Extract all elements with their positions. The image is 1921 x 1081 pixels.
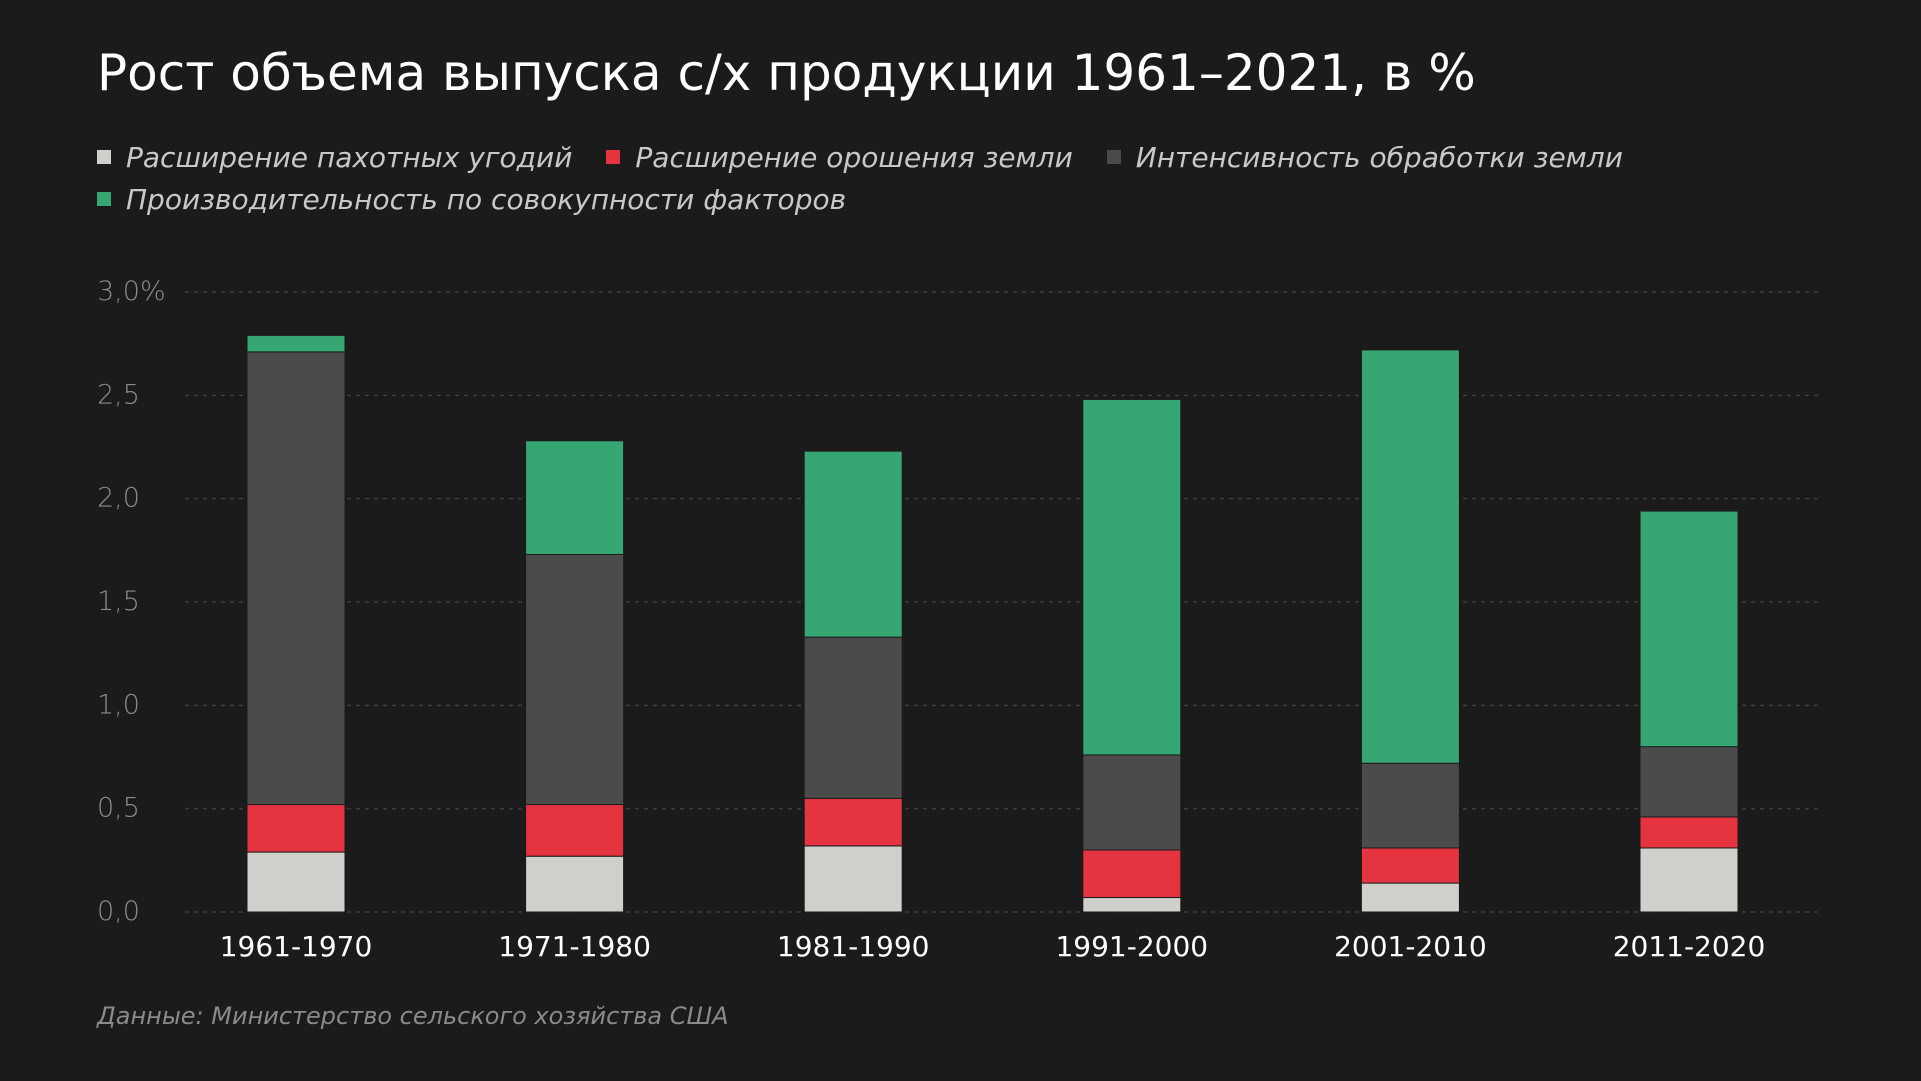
bar-segment bbox=[525, 804, 625, 857]
bar-segment bbox=[525, 553, 625, 806]
bar-segment bbox=[1360, 762, 1460, 849]
bar-segment bbox=[1639, 816, 1739, 849]
legend-swatch-tfp bbox=[97, 192, 111, 206]
y-tick-label: 3,0% bbox=[97, 276, 166, 307]
bar-segment bbox=[1639, 510, 1739, 748]
bar-segment bbox=[1360, 847, 1460, 884]
bar-segment bbox=[525, 440, 625, 555]
y-tick-label: 1,5 bbox=[97, 586, 140, 617]
bar-segment bbox=[803, 797, 903, 847]
bar-segment bbox=[1639, 847, 1739, 913]
bar-segment bbox=[1360, 882, 1460, 913]
legend-swatch-irrigation bbox=[606, 150, 621, 164]
bar-segment bbox=[1639, 746, 1739, 818]
chart-title: Рост объема выпуска с/х продукции 1961–2… bbox=[97, 44, 1476, 102]
x-tick-label: 1971-1980 bbox=[498, 930, 651, 963]
stacked-bar-chart: 0,0 0,5 1,0 1,5 2,0 2,5 3,0% 1961-1970 1971-1980… bbox=[97, 276, 1822, 963]
bar-segment bbox=[803, 450, 903, 638]
bar-segment bbox=[246, 804, 346, 853]
bar-segment bbox=[1082, 897, 1182, 913]
bar-segment bbox=[246, 334, 346, 353]
legend-label-intensity: Интенсивность обработки земли bbox=[1135, 140, 1623, 174]
bar-segment bbox=[1082, 398, 1182, 756]
x-tick-label: 2001-2010 bbox=[1334, 930, 1487, 963]
x-tick-label: 2011-2020 bbox=[1613, 930, 1766, 963]
bar-segment bbox=[525, 855, 625, 913]
x-tick-label: 1991-2000 bbox=[1055, 930, 1208, 963]
legend: Расширение пахотных угодий Расширение ор… bbox=[97, 140, 1837, 216]
y-tick-label: 1,0 bbox=[97, 689, 140, 720]
bar-segment bbox=[246, 851, 346, 913]
y-tick-label: 2,0 bbox=[97, 483, 140, 514]
bar-segment bbox=[803, 845, 903, 913]
bar-segment bbox=[803, 636, 903, 799]
bar-segment bbox=[1082, 849, 1182, 899]
legend-label-land: Расширение пахотных угодий bbox=[126, 140, 573, 174]
legend-label-irrigation: Расширение орошения земли bbox=[635, 140, 1073, 174]
y-tick-label: 0,0 bbox=[97, 896, 140, 927]
legend-label-tfp: Производительность по совокупности факто… bbox=[126, 182, 847, 216]
x-tick-label: 1961-1970 bbox=[220, 930, 373, 963]
legend-swatch-land bbox=[97, 150, 111, 164]
x-tick-label: 1981-1990 bbox=[777, 930, 930, 963]
source-note: Данные: Министерство сельского хозяйства… bbox=[97, 1002, 729, 1030]
legend-item-land: Расширение пахотных угодий bbox=[97, 140, 572, 174]
y-tick-label: 2,5 bbox=[97, 379, 140, 410]
bar-segment bbox=[1082, 754, 1182, 851]
legend-item-irrigation: Расширение орошения земли bbox=[606, 140, 1073, 174]
legend-swatch-intensity bbox=[1106, 150, 1121, 164]
legend-item-intensity: Интенсивность обработки земли bbox=[1106, 140, 1623, 174]
bar-segment bbox=[246, 351, 346, 806]
bar-segment bbox=[1360, 349, 1460, 764]
y-tick-label: 0,5 bbox=[97, 793, 140, 824]
legend-item-tfp: Производительность по совокупности факто… bbox=[97, 182, 846, 216]
